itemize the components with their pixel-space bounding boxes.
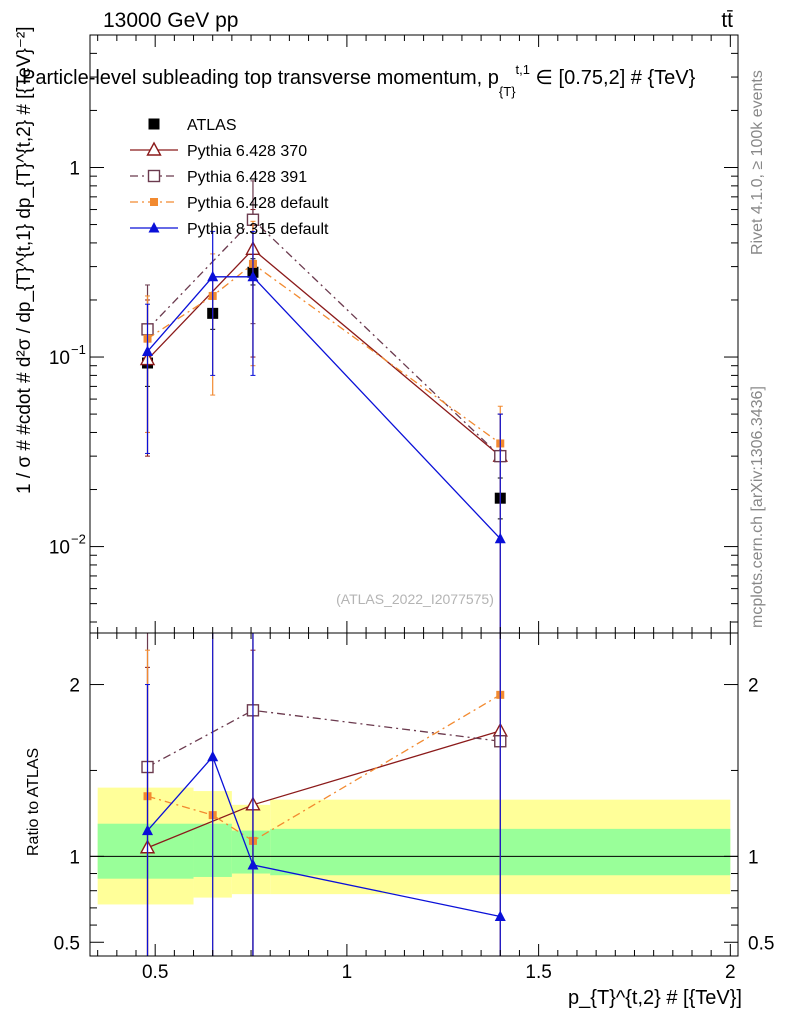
legend-marker <box>148 222 160 233</box>
x-tick-label: 2 <box>725 962 736 983</box>
mcplots-label: mcplots.cern.ch [arXiv:1306.3436] <box>749 386 766 628</box>
ratio-y-axis-title: Ratio to ATLAS <box>25 748 42 856</box>
axes: 0.5 1 1.5 210 −210 −110.5 0.51 12 2 <box>49 34 774 983</box>
process-label: tt̄ <box>721 9 733 32</box>
main-series-1 <box>139 209 508 633</box>
main-series-line-3 <box>147 263 501 444</box>
ratio-y-tick-label-left: 1 <box>69 847 80 868</box>
legend-entry: Pythia 6.428 391 <box>130 169 307 186</box>
main-series-line-2 <box>147 218 501 457</box>
main-series-line-4 <box>147 276 501 540</box>
chart-title-sup: t,1 <box>516 62 530 77</box>
ratio-y-tick-label-left: 2 <box>69 676 80 697</box>
y-tick-exponent: −1 <box>71 342 86 357</box>
ratio-y-tick-label-right: 2 <box>748 676 759 697</box>
ratio-bands <box>97 787 731 905</box>
legend-entry: Pythia 6.428 370 <box>130 141 307 160</box>
legend-label: ATLAS <box>187 117 237 134</box>
ratio-marker <box>142 824 154 836</box>
main-series-3 <box>143 220 505 633</box>
ratio-series-line-3 <box>147 755 501 918</box>
ratio-series-line-1 <box>147 709 501 768</box>
chart-title-tail: ∈ [0.75,2] # {TeV} <box>530 67 696 89</box>
main-series-4 <box>142 230 506 633</box>
ratio-marker <box>207 750 219 762</box>
legend-label: Pythia 6.428 391 <box>187 169 307 186</box>
legend-entry: ATLAS <box>148 117 237 134</box>
watermark: (ATLAS_2022_I2077575) <box>336 591 494 607</box>
ratio-series <box>139 633 508 956</box>
ratio-marker <box>247 858 259 870</box>
x-tick-label: 1 <box>342 962 353 983</box>
ratio-y-tick-label-left: 0.5 <box>54 933 80 954</box>
y-axis-title: 1 / σ # #cdot # d²σ / dp_{T}^{t,1} dp_{T… <box>14 26 35 494</box>
x-axis-title: p_{T}^{t,2} # [{TeV}] <box>568 987 742 1009</box>
ratio-marker <box>494 910 506 921</box>
main-series <box>139 180 508 633</box>
main-marker <box>494 532 506 544</box>
ratio-y-tick-label-right: 0.5 <box>748 933 774 954</box>
legend-label: Pythia 8.315 default <box>187 221 329 238</box>
legend: ATLAS Pythia 6.428 370 Pythia 6.428 391 Pyt… <box>130 117 329 238</box>
legend-entry: Pythia 8.315 default <box>130 221 329 238</box>
main-series-2 <box>141 180 507 633</box>
y-tick-label: 1 <box>69 158 80 179</box>
x-tick-label: 0.5 <box>142 962 168 983</box>
y-tick-label: 10 <box>49 348 70 369</box>
energy-label: 13000 GeV pp <box>103 9 238 32</box>
legend-marker <box>147 169 161 183</box>
ratio-panel-frame <box>89 632 739 957</box>
ratio-y-tick-label-right: 1 <box>748 847 759 868</box>
legend-marker <box>148 118 160 130</box>
main-marker <box>142 345 154 356</box>
chart-title-sub: {T} <box>499 84 516 99</box>
main-marker <box>247 270 259 282</box>
chart-title: Particle-level subleading top transverse… <box>22 62 696 99</box>
x-tick-label: 1.5 <box>525 962 551 983</box>
ratio-series-line-2 <box>147 694 501 842</box>
ratio-series-3 <box>142 633 506 956</box>
chart-title-main: Particle-level subleading top transverse… <box>22 67 499 89</box>
y-tick-exponent: −2 <box>71 532 86 547</box>
rivet-label: Rivet 4.1.0, ≥ 100k events <box>749 70 766 255</box>
legend-entry: Pythia 6.428 default <box>130 195 329 212</box>
legend-label: Pythia 6.428 370 <box>187 143 307 160</box>
main-marker <box>207 270 219 282</box>
legend-label: Pythia 6.428 default <box>187 195 329 212</box>
main-series-0 <box>142 258 506 520</box>
y-tick-label: 10 <box>49 538 70 559</box>
legend-marker <box>146 141 162 156</box>
legend-marker <box>150 198 158 206</box>
